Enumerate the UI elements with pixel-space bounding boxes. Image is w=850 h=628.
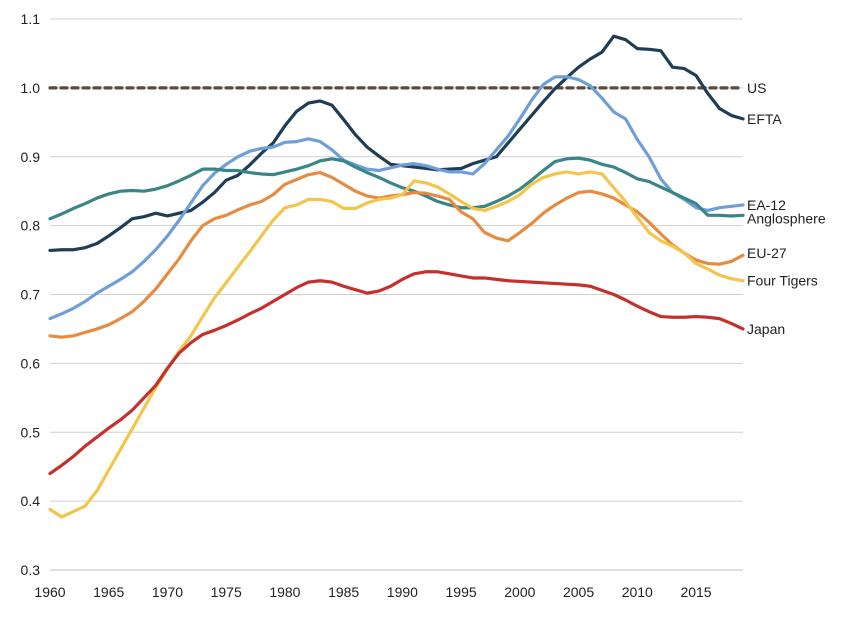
y-tick-label: 0.4 (21, 493, 41, 509)
x-tick-label: 2000 (504, 584, 535, 600)
x-tick-label: 1970 (152, 584, 183, 600)
series-label-four-tigers: Four Tigers (747, 273, 818, 289)
x-tick-label: 2015 (680, 584, 711, 600)
x-tick-label: 1980 (269, 584, 300, 600)
series-line-ea-12 (48, 75, 745, 321)
x-tick-label: 1985 (328, 584, 359, 600)
x-tick-label: 1990 (387, 584, 418, 600)
x-tick-label: 1995 (446, 584, 477, 600)
y-tick-label: 1.0 (21, 80, 41, 96)
y-tick-label: 1.1 (21, 11, 41, 27)
series-line-four-tigers (48, 170, 745, 519)
y-tick-label: 0.9 (21, 149, 41, 165)
series-line-japan (48, 270, 745, 476)
x-tick-label: 1960 (34, 584, 65, 600)
x-tick-label: 1965 (93, 584, 124, 600)
series-label-efta: EFTA (747, 111, 782, 127)
series-line-anglosphere (48, 156, 745, 221)
x-tick-label: 2005 (563, 584, 594, 600)
y-tick-label: 0.3 (21, 562, 41, 578)
series-label-anglosphere: Anglosphere (747, 211, 826, 227)
x-tick-label: 1975 (211, 584, 242, 600)
y-tick-label: 0.8 (21, 218, 41, 234)
series-label-japan: Japan (747, 321, 785, 337)
gridlines (50, 18, 743, 502)
x-axis-tick-labels: 1960 1965 1970 1975 1980 1985 1990 1995 2000 2005… (34, 584, 711, 600)
y-axis-tick-labels: 0.3 0.4 0.5 0.6 0.7 0.8 0.9 1.0 1.1 (21, 11, 41, 578)
series-lines (48, 34, 745, 519)
y-tick-label: 0.6 (21, 355, 41, 371)
series-label-us: US (747, 80, 766, 96)
series-label-ea-12: EA-12 (747, 197, 786, 213)
x-tick-label: 2010 (622, 584, 653, 600)
y-tick-label: 0.5 (21, 424, 41, 440)
series-label-eu-27: EU-27 (747, 245, 787, 261)
y-tick-label: 0.7 (21, 287, 41, 303)
